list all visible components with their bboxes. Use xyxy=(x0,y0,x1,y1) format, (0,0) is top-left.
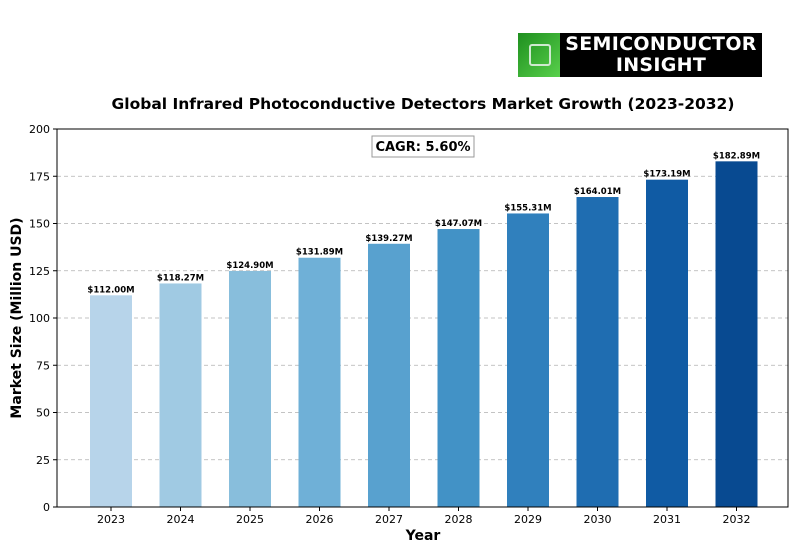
logo-line-1: SEMICONDUCTOR xyxy=(565,33,757,55)
x-tick-label: 2028 xyxy=(445,513,473,526)
bar-value-label: $173.19M xyxy=(643,170,690,180)
x-tick-label: 2030 xyxy=(584,513,612,526)
x-tick-label: 2027 xyxy=(375,513,403,526)
bar-value-label: $147.07M xyxy=(435,219,482,229)
bar xyxy=(646,179,688,507)
y-tick-label: 100 xyxy=(29,312,50,325)
y-axis-title: Market Size (Million USD) xyxy=(9,217,25,418)
logo-text: SEMICONDUCTOR INSIGHT xyxy=(562,34,760,76)
bar xyxy=(437,229,480,507)
bars xyxy=(90,161,758,508)
x-axis-title: Year xyxy=(405,528,441,544)
bar xyxy=(229,270,271,507)
bar xyxy=(576,197,619,507)
x-tick-label: 2024 xyxy=(167,513,195,526)
x-tick-label: 2026 xyxy=(306,513,334,526)
y-tick-label: 150 xyxy=(29,218,50,231)
bar-value-label: $182.89M xyxy=(713,151,760,161)
cagr-text: CAGR: 5.60% xyxy=(375,140,470,155)
y-tick-label: 175 xyxy=(29,170,50,183)
x-axis-ticks: 2023 2024 2025 2026 2027 2028 2029 2030 2031 2032 xyxy=(97,507,751,526)
x-tick-label: 2029 xyxy=(514,513,542,526)
x-tick-label: 2025 xyxy=(236,513,264,526)
bar-value-label: $124.90M xyxy=(226,261,273,271)
x-tick-label: 2032 xyxy=(723,513,751,526)
bar-value-label: $131.89M xyxy=(296,248,343,258)
bar-value-label: $155.31M xyxy=(504,203,551,213)
y-axis-ticks: 0 25 50 75 100 125 150 175 200 xyxy=(29,123,57,514)
bar-value-label: $112.00M xyxy=(87,285,134,295)
x-tick-label: 2031 xyxy=(653,513,681,526)
bar xyxy=(298,257,341,507)
chip-icon xyxy=(518,33,560,77)
cagr-annotation: CAGR: 5.60% xyxy=(371,135,475,158)
y-tick-label: 125 xyxy=(29,265,50,278)
bar-value-labels: $112.00M $118.27M $124.90M $131.89M $139.27M… xyxy=(87,151,760,295)
bar xyxy=(715,161,758,508)
x-tick-label: 2023 xyxy=(97,513,125,526)
y-tick-label: 75 xyxy=(36,359,50,372)
bar xyxy=(368,243,410,507)
logo-line-2: INSIGHT xyxy=(615,54,707,76)
semiconductor-insight-logo: SEMICONDUCTOR INSIGHT xyxy=(518,33,762,77)
y-tick-label: 50 xyxy=(36,407,50,420)
y-tick-label: 25 xyxy=(36,454,50,467)
chart-title: Global Infrared Photoconductive Detector… xyxy=(112,95,735,113)
bar xyxy=(159,283,202,507)
bar-value-label: $118.27M xyxy=(157,273,204,283)
y-tick-label: 200 xyxy=(29,123,50,136)
bar-value-label: $139.27M xyxy=(365,234,412,244)
y-tick-label: 0 xyxy=(43,501,50,514)
bar-value-label: $164.01M xyxy=(574,187,621,197)
cagr-box xyxy=(371,135,475,158)
bar xyxy=(90,295,132,507)
bar xyxy=(507,213,549,507)
